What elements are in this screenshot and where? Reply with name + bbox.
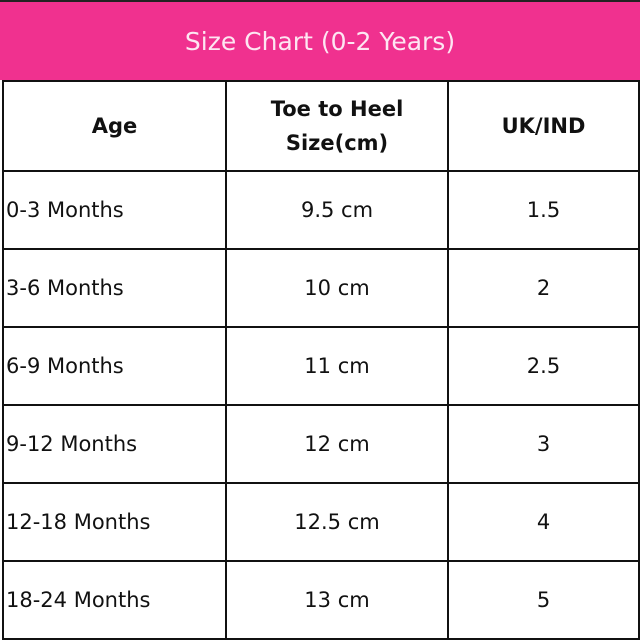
age-cell: 18-24 Months	[2, 560, 227, 640]
age-cell: 0-3 Months	[2, 170, 227, 250]
size-cell: 12.5 cm	[225, 482, 449, 562]
size-cell: 10 cm	[225, 248, 449, 328]
age-cell: 12-18 Months	[2, 482, 227, 562]
table-row: 18-24 Months 13 cm 5	[2, 560, 640, 640]
uk-size-cell: 3	[447, 404, 640, 484]
table-row: 3-6 Months 10 cm 2	[2, 248, 640, 328]
size-chart-title: Size Chart (0-2 Years)	[0, 0, 640, 80]
table-row: 0-3 Months 9.5 cm 1.5	[2, 170, 640, 250]
uk-size-cell: 5	[447, 560, 640, 640]
size-cell: 12 cm	[225, 404, 449, 484]
size-cell: 11 cm	[225, 326, 449, 406]
uk-size-cell: 4	[447, 482, 640, 562]
age-cell: 9-12 Months	[2, 404, 227, 484]
header-uk-ind: UK/IND	[447, 80, 640, 172]
header-age: Age	[2, 80, 227, 172]
table-row: 9-12 Months 12 cm 3	[2, 404, 640, 484]
size-cell: 9.5 cm	[225, 170, 449, 250]
header-size-line2: Size(cm)	[285, 131, 389, 155]
header-size-line1: Toe to Heel	[270, 97, 404, 121]
uk-size-cell: 1.5	[447, 170, 640, 250]
table-row: 12-18 Months 12.5 cm 4	[2, 482, 640, 562]
table-row: 6-9 Months 11 cm 2.5	[2, 326, 640, 406]
header-row: Age Toe to Heel Size(cm) UK/IND	[2, 80, 640, 172]
uk-size-cell: 2	[447, 248, 640, 328]
uk-size-cell: 2.5	[447, 326, 640, 406]
size-cell: 13 cm	[225, 560, 449, 640]
age-cell: 6-9 Months	[2, 326, 227, 406]
header-toe-to-heel: Toe to Heel Size(cm)	[225, 80, 449, 172]
age-cell: 3-6 Months	[2, 248, 227, 328]
size-chart-table: Age Toe to Heel Size(cm) UK/IND 0-3 Mont…	[2, 80, 640, 640]
